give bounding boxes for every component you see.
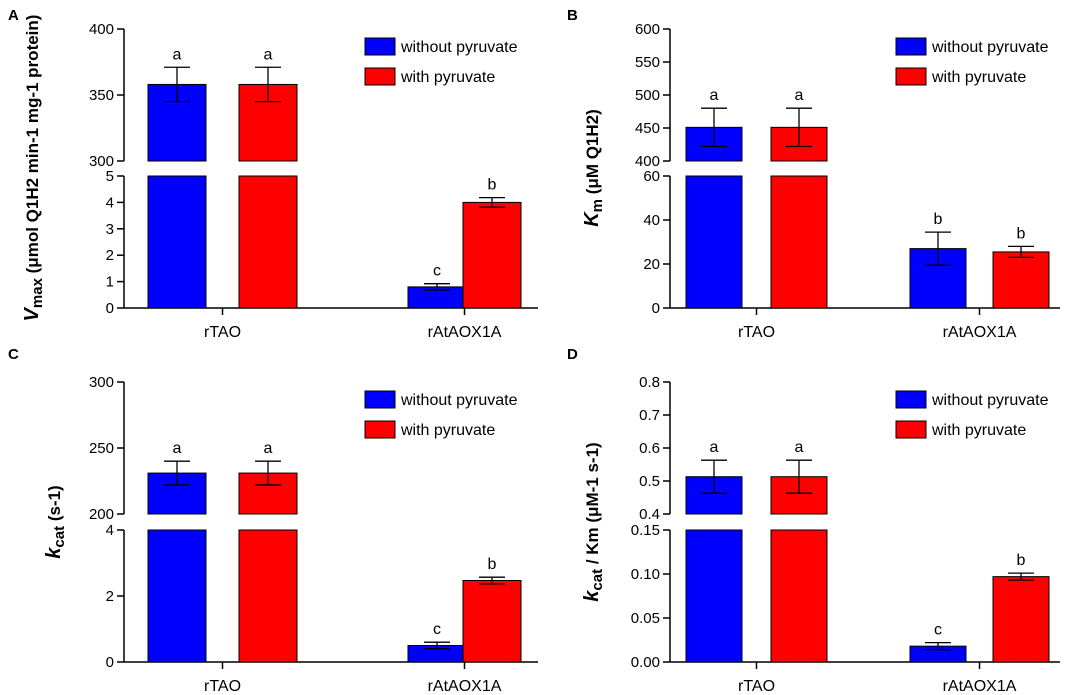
legend-label: without pyruvate xyxy=(400,392,518,409)
y-tick-label: 0.4 xyxy=(639,506,660,523)
legend-label: without pyruvate xyxy=(931,392,1049,409)
legend-swatch xyxy=(895,390,927,409)
x-tick-label: rTAO xyxy=(738,324,775,341)
bar xyxy=(992,251,1050,309)
y-tick-label: 0 xyxy=(652,300,660,317)
panel-letter: B xyxy=(567,7,578,24)
y-tick-label: 250 xyxy=(89,440,114,457)
y-tick-label: 550 xyxy=(635,54,660,71)
y-tick-label: 0.8 xyxy=(639,374,660,391)
y-tick-label: 2 xyxy=(106,247,114,264)
y-tick-label: 1 xyxy=(106,274,114,291)
legend-label: without pyruvate xyxy=(931,39,1049,56)
significance-label: b xyxy=(488,177,497,194)
significance-label: c xyxy=(433,263,441,280)
y-tick-label: 4 xyxy=(106,522,114,539)
y-tick-label: 300 xyxy=(89,374,114,391)
x-tick-label: rAtAOX1A xyxy=(943,678,1017,695)
legend-swatch xyxy=(895,37,927,56)
legend-swatch xyxy=(364,37,396,56)
y-tick-label: 0.10 xyxy=(631,566,660,583)
legend-label: with pyruvate xyxy=(931,69,1026,86)
y-tick-label: 40 xyxy=(643,212,660,229)
legend-swatch xyxy=(364,390,396,409)
significance-label: b xyxy=(488,556,497,573)
x-tick-label: rTAO xyxy=(204,678,241,695)
significance-label: a xyxy=(173,440,182,457)
y-tick-label: 0.00 xyxy=(631,654,660,671)
legend-swatch xyxy=(895,420,927,439)
legend-swatch xyxy=(364,420,396,439)
y-tick-label: 500 xyxy=(635,87,660,104)
bar xyxy=(238,472,298,515)
y-axis-label: Km (μM Q1H2) xyxy=(581,109,606,227)
significance-label: a xyxy=(710,439,719,456)
y-tick-label: 4 xyxy=(106,194,114,211)
significance-label: b xyxy=(1017,225,1026,242)
significance-label: a xyxy=(795,87,804,104)
bar xyxy=(462,201,522,309)
panel-a: A 300 350 400 0 1 2 3 4 5 rTAO rAtAOX1A a c a b without … xyxy=(8,7,538,341)
significance-label: a xyxy=(710,87,719,104)
x-tick-label: rAtAOX1A xyxy=(428,678,502,695)
bar-lower-segment xyxy=(147,175,207,309)
significance-label: b xyxy=(934,211,943,228)
y-tick-label: 0 xyxy=(106,654,114,671)
y-tick-label: 60 xyxy=(643,168,660,185)
y-axis-label: kcat (s-1) xyxy=(43,485,68,558)
bar-lower-segment xyxy=(238,529,298,663)
legend-label: with pyruvate xyxy=(931,422,1026,439)
bar-lower-segment xyxy=(685,175,743,309)
y-tick-label: 350 xyxy=(89,87,114,104)
significance-label: b xyxy=(1017,552,1026,569)
y-tick-label: 2 xyxy=(106,588,114,605)
panel-letter: A xyxy=(8,7,19,24)
y-tick-label: 400 xyxy=(89,21,114,38)
significance-label: a xyxy=(264,440,273,457)
y-tick-label: 400 xyxy=(635,153,660,170)
significance-label: a xyxy=(173,46,182,63)
legend-swatch xyxy=(895,67,927,86)
bar xyxy=(462,579,522,663)
y-tick-label: 0.6 xyxy=(639,440,660,457)
bar xyxy=(992,576,1050,663)
significance-label: c xyxy=(934,622,942,639)
y-tick-label: 450 xyxy=(635,120,660,137)
legend-label: with pyruvate xyxy=(400,69,495,86)
significance-label: c xyxy=(433,621,441,638)
y-tick-label: 600 xyxy=(635,21,660,38)
y-tick-label: 5 xyxy=(106,168,114,185)
legend-label: without pyruvate xyxy=(400,39,518,56)
y-tick-label: 300 xyxy=(89,153,114,170)
legend-label: with pyruvate xyxy=(400,422,495,439)
legend-swatch xyxy=(364,67,396,86)
y-tick-label: 0 xyxy=(106,300,114,317)
y-tick-label: 0.7 xyxy=(639,407,660,424)
panel-d: D 0.4 0.5 0.6 0.7 0.8 0.00 0.05 0.10 0.15 rTAO rAtA… xyxy=(567,346,1060,695)
x-tick-label: rTAO xyxy=(738,678,775,695)
x-tick-label: rTAO xyxy=(204,324,241,341)
y-axis-label: kcat / Km (μM-1 s-1) xyxy=(581,442,606,601)
bar-lower-segment xyxy=(685,529,743,663)
panel-b: B 400 450 500 550 600 0 20 40 60 rTAO rAtAOX1A a b a b w… xyxy=(567,7,1060,341)
x-tick-label: rAtAOX1A xyxy=(943,324,1017,341)
significance-label: a xyxy=(795,439,804,456)
significance-label: a xyxy=(264,46,273,63)
y-tick-label: 0.05 xyxy=(631,610,660,627)
y-tick-label: 3 xyxy=(106,221,114,238)
y-tick-label: 0.5 xyxy=(639,473,660,490)
bar-lower-segment xyxy=(770,529,828,663)
y-tick-label: 20 xyxy=(643,256,660,273)
panel-letter: D xyxy=(567,346,578,363)
bar-lower-segment xyxy=(147,529,207,663)
bar-lower-segment xyxy=(770,175,828,309)
y-tick-label: 200 xyxy=(89,506,114,523)
y-axis-label: Vmax (μmol Q1H2 min-1 mg-1 protein) xyxy=(21,15,46,322)
x-tick-label: rAtAOX1A xyxy=(428,324,502,341)
y-tick-label: 0.15 xyxy=(631,522,660,539)
panel-letter: C xyxy=(8,346,19,363)
bar-lower-segment xyxy=(238,175,298,309)
panel-c: C 200 250 300 0 2 4 rTAO rAtAOX1A a c a b without pyr… xyxy=(8,346,538,695)
